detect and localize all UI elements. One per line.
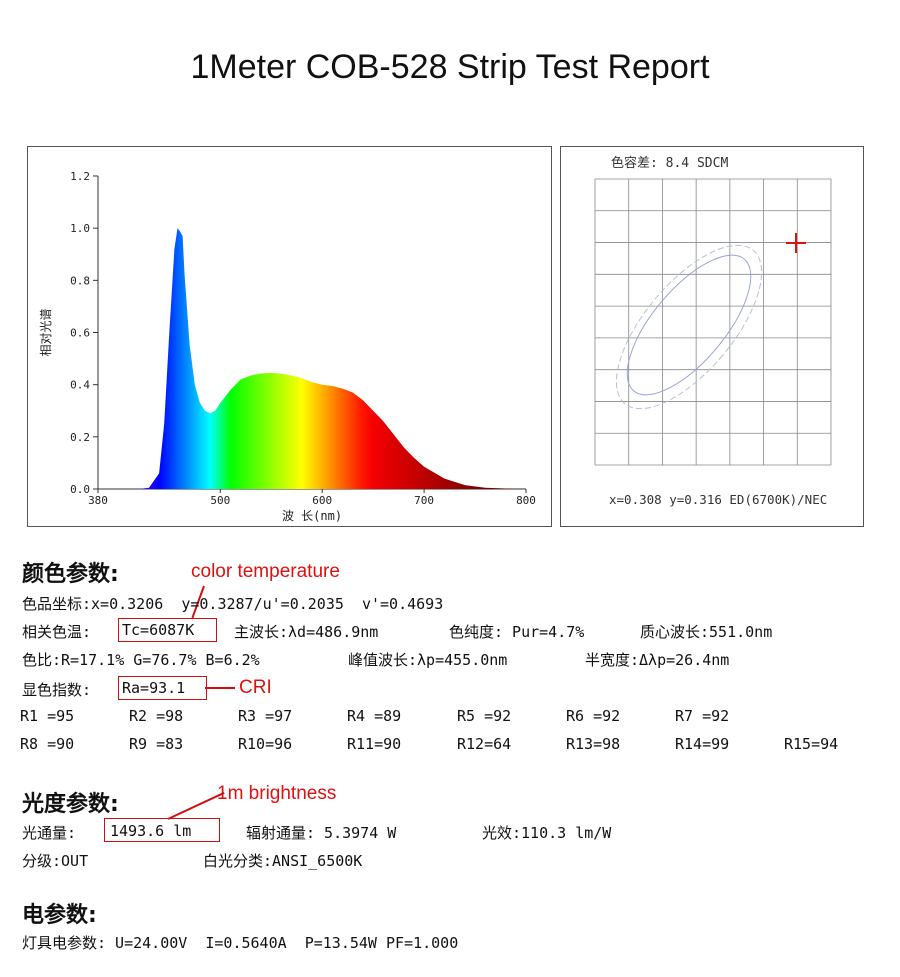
cri-value: Ra=93.1 [122, 679, 186, 697]
chromaticity-chart: 色容差: 8.4 SDCM x=0.308 y=0.316 ED(6700K)/… [594, 155, 832, 507]
y-tick-label: 0.8 [70, 274, 90, 287]
x-tick-label: 700 [414, 494, 434, 507]
spectrum-area [98, 228, 526, 489]
chromaticity-panel: 色容差: 8.4 SDCM x=0.308 y=0.316 ED(6700K)/… [560, 146, 864, 527]
spectrum-chart-panel: 0.0 0.2 0.4 0.6 0.8 1.0 1.2 380 500 600 700 800 波 长(… [27, 146, 552, 527]
chromaticity-footer: x=0.308 y=0.316 ED(6700K)/NEC [609, 492, 827, 507]
x-axis-label: 波 长(nm) [282, 509, 342, 523]
cri-highlight-box [118, 676, 207, 700]
x-tick-label: 380 [88, 494, 108, 507]
flux-value: 1493.6 lm [110, 822, 192, 840]
luminous-efficacy: 光效:110.3 lm/W [482, 824, 612, 842]
tolerance-ellipse-outer [615, 244, 763, 410]
r-value-cell: R7 =92 [675, 707, 730, 725]
y-tick-label: 1.0 [70, 222, 90, 235]
y-tick-label: 0.4 [70, 379, 90, 392]
r-value-cell: R13=98 [566, 735, 621, 753]
grade: 分级:OUT [22, 852, 89, 870]
chromaticity-line: 色品坐标:x=0.3206 y=0.3287/u'=0.2035 v'=0.46… [22, 595, 444, 613]
r-value-cell: R6 =92 [566, 707, 621, 725]
x-tick-label: 600 [312, 494, 332, 507]
cri-note: CRI [239, 677, 272, 698]
half-width: 半宽度:Δλp=26.4nm [585, 651, 730, 669]
cct-highlight-box [118, 618, 217, 642]
chromaticity-grid [594, 178, 832, 466]
flux-highlight-box [104, 818, 220, 842]
photometric-heading: 光度参数: [22, 792, 119, 817]
r-value-cell: R8 =90 [20, 735, 75, 753]
color-params-heading: 颜色参数: [22, 562, 119, 587]
r-value-cell: R2 =98 [129, 707, 184, 725]
r-value-cell: R4 =89 [347, 707, 402, 725]
y-tick-label: 0.2 [70, 431, 90, 444]
sdcm-title: 色容差: 8.4 SDCM [611, 155, 728, 171]
r-value-cell: R9 =83 [129, 735, 184, 753]
r-value-cell: R15=94 [784, 735, 839, 753]
cct-label: 相关色温: [22, 623, 92, 641]
r-value-cell: R3 =97 [238, 707, 293, 725]
white-classification: 白光分类:ANSI_6500K [203, 852, 363, 870]
brightness-pointer [167, 791, 225, 820]
brightness-note: 1m brightness [217, 783, 337, 804]
cri-pointer [205, 687, 235, 689]
electrical-heading: 电参数: [22, 903, 97, 928]
peak-wavelength: 峰值波长:λp=455.0nm [348, 651, 508, 669]
x-tick-label: 800 [516, 494, 536, 507]
y-tick-label: 0.0 [70, 483, 90, 496]
color-purity: 色纯度: Pur=4.7% [449, 623, 585, 641]
r-value-cell: R10=96 [238, 735, 293, 753]
x-tick-label: 500 [210, 494, 230, 507]
spectrum-chart: 0.0 0.2 0.4 0.6 0.8 1.0 1.2 380 500 600 700 800 波 长(… [39, 170, 536, 523]
cct-value: Tc=6087K [122, 621, 195, 639]
r-value-cell: R12=64 [457, 735, 512, 753]
y-tick-label: 0.6 [70, 327, 90, 340]
r-value-cell: R5 =92 [457, 707, 512, 725]
measured-point-marker [786, 233, 806, 253]
cri-label: 显色指数: [22, 681, 92, 699]
r-value-cell: R14=99 [675, 735, 730, 753]
report-title: 1Meter COB-528 Strip Test Report [190, 48, 710, 86]
r-value-cell: R1 =95 [20, 707, 75, 725]
y-axis-label: 相对光谱 [39, 308, 53, 356]
flux-label: 光通量: [22, 824, 77, 842]
color-ratio: 色比:R=17.1% G=76.7% B=6.2% [22, 651, 260, 669]
y-tick-label: 1.2 [70, 170, 90, 183]
radiant-flux: 辐射通量: 5.3974 W [246, 824, 397, 842]
tolerance-ellipse-inner [626, 254, 752, 396]
dominant-wavelength: 主波长:λd=486.9nm [234, 623, 379, 641]
color-temperature-note: color temperature [191, 561, 340, 582]
centroid-wavelength: 质心波长:551.0nm [640, 623, 773, 641]
r-value-cell: R11=90 [347, 735, 402, 753]
electrical-line: 灯具电参数: U=24.00V I=0.5640A P=13.54W PF=1.… [22, 934, 459, 952]
